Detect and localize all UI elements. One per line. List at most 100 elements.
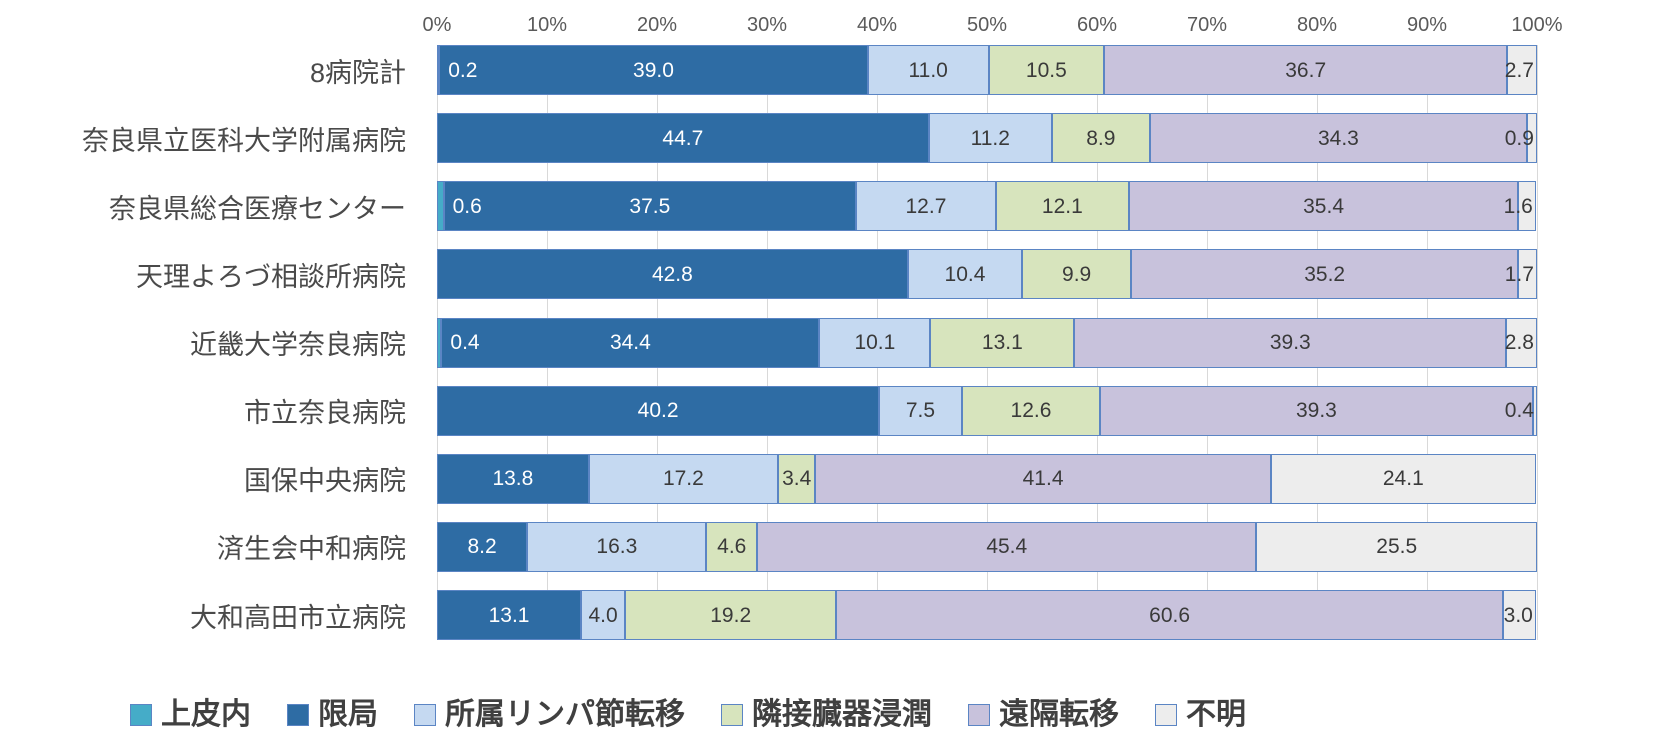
bar-segment[interactable]: 4.6 <box>706 521 758 572</box>
legend-item[interactable]: 遠隔転移 <box>968 700 1119 730</box>
stacked-bar[interactable]: 0.6 37.5 12.7 12.1 35.4 1.6 <box>437 181 1537 232</box>
bar-segment[interactable]: 10.5 <box>988 45 1105 95</box>
x-tick-label: 100% <box>1511 14 1563 36</box>
bar-segment[interactable]: 35.2 <box>1131 249 1519 300</box>
x-tick-label: 70% <box>1186 14 1228 36</box>
bar-segment[interactable]: 11.2 <box>928 113 1052 164</box>
stacked-bar[interactable]: 40.2 7.5 12.6 39.3 0.4 <box>437 385 1537 436</box>
bar-segment[interactable]: 0.6 <box>437 181 482 232</box>
segment-value-label: 41.4 <box>1022 467 1064 491</box>
y-category-label: 奈良県総合医療センター <box>109 193 406 224</box>
segment-value-label: 3.0 <box>1503 603 1533 627</box>
segment-value-label: 4.0 <box>588 603 618 627</box>
stacked-bar[interactable]: 13.1 4.0 19.2 60.6 3.0 <box>437 590 1537 640</box>
segment-value-label: 60.6 <box>1149 603 1191 627</box>
bar-segment[interactable]: 40.2 <box>437 385 880 436</box>
segment-value-label: 34.4 <box>609 331 651 354</box>
bar-segment[interactable]: 9.9 <box>1022 249 1132 300</box>
bar-segment[interactable]: 13.1 <box>930 317 1075 368</box>
bar-segment[interactable]: 4.0 <box>581 590 626 640</box>
bar-segment[interactable]: 0.9 <box>1505 113 1537 164</box>
stacked-bar[interactable]: 8.2 16.3 4.6 45.4 25.5 <box>437 521 1537 572</box>
y-axis-category-labels: 8病院計 奈良県立医科大学附属病院 奈良県総合医療センター 天理よろづ相談所病院 近畿大… <box>0 45 420 640</box>
legend-item[interactable]: 不明 <box>1155 700 1246 730</box>
segment-value-label: 0.4 <box>450 331 480 354</box>
legend-color-swatch-icon <box>721 704 743 726</box>
bar-segment[interactable]: 37.5 <box>443 181 857 232</box>
bar-segment[interactable]: 45.4 <box>757 521 1257 572</box>
bar-segment[interactable]: 34.4 <box>441 317 820 368</box>
y-category-label: 天理よろづ相談所病院 <box>136 261 406 292</box>
bar-row: 13.8 17.2 3.4 41.4 24.1 <box>437 453 1537 504</box>
bar-segment[interactable]: 0.4 <box>1505 385 1537 436</box>
legend-label: 隣接臓器浸潤 <box>752 698 932 731</box>
bar-segment[interactable]: 44.7 <box>437 113 929 164</box>
bar-segment[interactable]: 0.4 <box>437 317 480 368</box>
bar-segment[interactable]: 3.4 <box>777 453 816 504</box>
segment-value-label: 19.2 <box>710 603 752 627</box>
bar-segment[interactable]: 1.6 <box>1504 181 1536 232</box>
segment-value-label: 10.1 <box>854 331 896 354</box>
x-tick-label: 80% <box>1296 14 1338 36</box>
bar-segment[interactable]: 42.8 <box>437 249 908 300</box>
segment-value-label: 39.0 <box>633 58 674 82</box>
x-tick-label: 90% <box>1406 14 1448 36</box>
y-category-label: 大和高田市立病院 <box>190 602 406 633</box>
bar-segment[interactable]: 0.2 <box>437 45 477 95</box>
bar-segment[interactable]: 39.3 <box>1074 317 1507 368</box>
bar-segment[interactable]: 39.0 <box>439 45 868 95</box>
segment-value-label: 10.4 <box>944 262 986 286</box>
segment-value-label: 17.2 <box>662 467 704 491</box>
bar-segment[interactable]: 25.5 <box>1256 521 1537 572</box>
bar-segment[interactable]: 12.6 <box>961 385 1101 436</box>
bar-segment[interactable]: 11.0 <box>867 45 989 95</box>
legend-label: 限局 <box>318 698 378 731</box>
segment-value-label: 12.1 <box>1041 194 1083 218</box>
legend-item[interactable]: 限局 <box>287 700 378 730</box>
bar-segment[interactable]: 39.3 <box>1100 385 1533 436</box>
bar-segment[interactable]: 2.7 <box>1504 45 1537 95</box>
legend-color-swatch-icon <box>1155 704 1177 726</box>
bar-segment[interactable]: 41.4 <box>815 453 1271 504</box>
x-tick-label: 40% <box>856 14 898 36</box>
x-tick-label: 20% <box>636 14 678 36</box>
plot-area: 0.2 39.0 11.0 10.5 36.7 2.7 44.7 11.2 8.9 34.3 0.9… <box>437 45 1538 640</box>
bar-segment[interactable]: 3.0 <box>1502 590 1536 640</box>
bar-segment[interactable]: 34.3 <box>1149 113 1528 164</box>
bar-segment[interactable]: 35.4 <box>1128 181 1519 232</box>
segment-value-label: 35.4 <box>1303 194 1344 218</box>
legend-item[interactable]: 上皮内 <box>130 700 251 730</box>
bar-segment[interactable]: 8.2 <box>437 521 528 572</box>
x-tick-label: 10% <box>526 14 568 36</box>
stacked-bar[interactable]: 44.7 11.2 8.9 34.3 0.9 <box>437 113 1537 164</box>
bar-segment[interactable]: 10.4 <box>907 249 1023 300</box>
bar-segment[interactable]: 1.7 <box>1505 249 1537 300</box>
bar-segment[interactable]: 16.3 <box>527 521 707 572</box>
stacked-bar[interactable]: 42.8 10.4 9.9 35.2 1.7 <box>437 249 1537 300</box>
bar-segment[interactable]: 19.2 <box>625 590 837 640</box>
legend-item[interactable]: 隣接臓器浸潤 <box>721 700 932 730</box>
bar-segment[interactable]: 12.1 <box>995 181 1129 232</box>
chart-legend: 上皮内 限局 所属リンパ節転移 隣接臓器浸潤 遠隔転移 不明 <box>130 692 1550 738</box>
x-tick-label: 30% <box>746 14 788 36</box>
segment-value-label: 10.5 <box>1025 58 1067 82</box>
stacked-bar[interactable]: 0.4 34.4 10.1 13.1 39.3 2.8 <box>437 317 1537 368</box>
bar-segment[interactable]: 17.2 <box>588 453 778 504</box>
bar-segment[interactable]: 12.7 <box>856 181 996 232</box>
stacked-bar[interactable]: 13.8 17.2 3.4 41.4 24.1 <box>437 453 1537 504</box>
bar-segment[interactable]: 13.1 <box>437 590 582 640</box>
bar-rows: 0.2 39.0 11.0 10.5 36.7 2.7 44.7 11.2 8.9 34.3 0.9… <box>437 45 1537 640</box>
segment-value-label: 2.7 <box>1504 58 1534 82</box>
bar-segment[interactable]: 60.6 <box>836 590 1503 640</box>
bar-segment[interactable]: 24.1 <box>1270 453 1536 504</box>
legend-color-swatch-icon <box>287 704 309 726</box>
bar-segment[interactable]: 7.5 <box>879 385 962 436</box>
bar-segment[interactable]: 13.8 <box>437 453 589 504</box>
bar-segment[interactable]: 10.1 <box>819 317 931 368</box>
bar-segment[interactable]: 8.9 <box>1051 113 1150 164</box>
stacked-bar[interactable]: 0.2 39.0 11.0 10.5 36.7 2.7 <box>437 45 1537 95</box>
legend-item[interactable]: 所属リンパ節転移 <box>414 700 685 730</box>
bar-segment[interactable]: 2.8 <box>1505 317 1537 368</box>
segment-value-label: 40.2 <box>637 399 679 423</box>
bar-segment[interactable]: 36.7 <box>1104 45 1508 95</box>
